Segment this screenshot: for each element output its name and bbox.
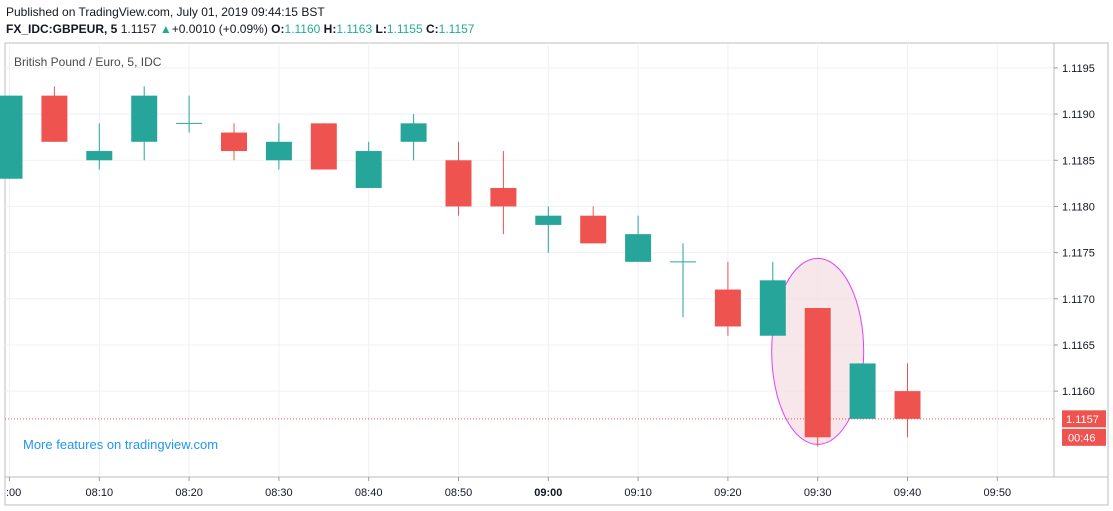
published-line: Published on TradingView.com, July 01, 2… bbox=[6, 5, 325, 19]
time-tick-label: 09:20 bbox=[714, 487, 742, 499]
time-tick-label: 09:00 bbox=[534, 487, 562, 499]
candle-body bbox=[86, 151, 113, 161]
candle[interactable] bbox=[804, 308, 831, 447]
candle[interactable] bbox=[580, 206, 607, 244]
candle[interactable] bbox=[625, 215, 652, 262]
time-tick-label: 08:40 bbox=[355, 487, 383, 499]
time-tick-label: 08:50 bbox=[445, 487, 473, 499]
candle-body bbox=[490, 187, 517, 207]
chart-frame bbox=[4, 42, 1109, 506]
candle[interactable] bbox=[355, 141, 382, 188]
candle-body bbox=[41, 95, 68, 142]
countdown-label: 00:46 bbox=[1068, 432, 1096, 444]
low-value: 1.1155 bbox=[386, 22, 423, 36]
high-label: H: bbox=[323, 22, 337, 36]
candle-body bbox=[310, 123, 337, 170]
candle-body bbox=[265, 141, 292, 161]
time-tick-label: 08:10 bbox=[86, 487, 114, 499]
high-value: 1.1163 bbox=[336, 22, 373, 36]
candles[interactable] bbox=[0, 86, 921, 447]
candle[interactable] bbox=[400, 114, 427, 161]
candle-body bbox=[445, 160, 472, 207]
time-tick-label: 09:30 bbox=[804, 487, 832, 499]
last-price: 1.1157 bbox=[120, 22, 157, 36]
candle[interactable] bbox=[265, 123, 292, 170]
chart-title: British Pound / Euro, 5, IDC bbox=[14, 55, 162, 69]
change-value: +0.0010 (+0.09%) bbox=[171, 22, 268, 36]
time-tick-label: 09:10 bbox=[624, 487, 652, 499]
candle[interactable] bbox=[41, 86, 68, 142]
up-arrow-icon: ▲ bbox=[159, 22, 172, 36]
candle[interactable] bbox=[0, 95, 23, 179]
candle[interactable] bbox=[894, 363, 921, 438]
current-price-tag: 1.1157 00:46 bbox=[1062, 410, 1106, 446]
candle-body bbox=[580, 215, 607, 244]
ohlc-line: FX_IDC:GBPEUR, 5 1.1157 ▲+0.0010 (+0.09%… bbox=[6, 22, 474, 36]
price-tick-label: 1.1160 bbox=[1062, 386, 1095, 398]
candle-body bbox=[759, 280, 786, 336]
candle[interactable] bbox=[490, 151, 517, 235]
candle[interactable] bbox=[131, 86, 158, 161]
time-tick-label: 09:40 bbox=[894, 487, 922, 499]
price-tick-label: 1.1175 bbox=[1062, 248, 1095, 260]
price-axis[interactable]: 1.1195 1.1190 1.1185 1.1180 1.1175 1.1170 1.11… bbox=[1054, 63, 1095, 398]
candle-body bbox=[221, 132, 247, 152]
candle-body bbox=[0, 95, 23, 179]
candle[interactable] bbox=[535, 206, 562, 253]
candle-body bbox=[400, 123, 427, 142]
candle-body bbox=[804, 308, 831, 438]
candle[interactable] bbox=[176, 95, 203, 133]
candle-body bbox=[131, 95, 158, 142]
time-tick-label: 08:20 bbox=[175, 487, 203, 499]
close-label: C: bbox=[425, 22, 439, 36]
candle-body bbox=[625, 234, 652, 262]
price-tick-label: 1.1165 bbox=[1062, 340, 1095, 352]
open-label: O: bbox=[271, 22, 285, 36]
time-tick-label: :00 bbox=[6, 487, 21, 499]
time-axis[interactable]: :00 08:10 08:20 08:30 08:40 08:50 09:00 09:10 09… bbox=[6, 477, 1011, 499]
time-tick-label: 08:30 bbox=[265, 487, 293, 499]
price-tick-label: 1.1195 bbox=[1062, 63, 1095, 75]
low-label: L: bbox=[375, 22, 387, 36]
promo-link[interactable]: More features on tradingview.com bbox=[23, 437, 218, 452]
candle[interactable] bbox=[445, 141, 472, 216]
open-value: 1.1160 bbox=[284, 22, 321, 36]
candle-body bbox=[849, 363, 876, 419]
price-tick-label: 1.1170 bbox=[1062, 294, 1095, 306]
candle-body bbox=[355, 151, 382, 188]
price-tick-label: 1.1185 bbox=[1062, 155, 1095, 167]
candle-body bbox=[714, 289, 741, 327]
symbol-label[interactable]: FX_IDC:GBPEUR, 5 bbox=[6, 22, 118, 36]
candle[interactable] bbox=[759, 261, 786, 336]
close-value: 1.1157 bbox=[438, 22, 475, 36]
price-tick-label: 1.1190 bbox=[1062, 109, 1095, 121]
current-price-label: 1.1157 bbox=[1066, 414, 1099, 426]
price-tick-label: 1.1180 bbox=[1062, 201, 1095, 213]
candle[interactable] bbox=[310, 123, 337, 170]
candle[interactable] bbox=[849, 363, 876, 419]
candle[interactable] bbox=[670, 243, 696, 318]
candle-body bbox=[535, 215, 562, 225]
time-tick-label: 09:50 bbox=[984, 487, 1012, 499]
candle-body bbox=[894, 391, 921, 419]
candle[interactable] bbox=[714, 261, 741, 336]
candle[interactable] bbox=[86, 123, 113, 170]
candle[interactable] bbox=[221, 123, 247, 161]
